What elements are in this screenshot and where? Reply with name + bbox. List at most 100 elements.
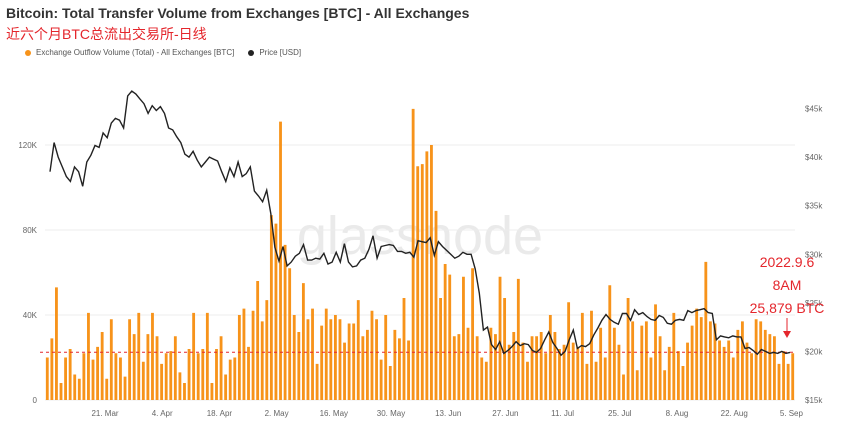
- y-right-tick-label: $15k: [805, 396, 823, 405]
- bar: [55, 287, 58, 400]
- bar: [535, 336, 539, 400]
- legend-item-outflow[interactable]: Exchange Outflow Volume (Total) - All Ex…: [25, 48, 234, 57]
- bar: [430, 145, 433, 400]
- y-left-tick-label: 80K: [23, 226, 38, 235]
- bar: [676, 351, 680, 400]
- bar: [599, 327, 603, 400]
- bar: [173, 336, 177, 400]
- bar: [763, 329, 767, 400]
- y-right-tick-label: $25k: [805, 299, 823, 308]
- bar: [612, 327, 616, 400]
- bar: [91, 359, 95, 400]
- bar: [708, 321, 712, 400]
- bar: [375, 319, 378, 400]
- chart-subtitle: 近六个月BTC总流出交易所-日线: [6, 26, 207, 42]
- bar: [224, 374, 228, 400]
- bar: [279, 121, 282, 400]
- bar: [530, 336, 534, 400]
- x-tick-label: 13. Jun: [435, 409, 461, 418]
- bar: [457, 334, 461, 400]
- bar: [256, 281, 260, 400]
- bar: [68, 349, 72, 400]
- bar: [269, 215, 273, 400]
- annotation-text: 8AM: [773, 277, 802, 293]
- bar: [695, 308, 699, 400]
- bar: [663, 370, 667, 400]
- bar: [338, 319, 342, 400]
- bar: [87, 312, 90, 400]
- bar: [109, 319, 113, 400]
- bar: [727, 340, 731, 400]
- bar: [548, 315, 552, 400]
- bar: [119, 357, 122, 400]
- bar: [151, 312, 154, 400]
- bar: [649, 357, 653, 400]
- bar: [544, 353, 548, 400]
- bar: [786, 363, 790, 400]
- x-tick-label: 30. May: [377, 409, 405, 418]
- bar: [416, 166, 420, 400]
- bar: [251, 310, 255, 400]
- bar: [160, 363, 164, 400]
- bar: [667, 346, 671, 400]
- x-tick-label: 5. Sep: [780, 409, 804, 418]
- bar: [731, 357, 735, 400]
- bar: [484, 361, 488, 400]
- bar: [237, 315, 241, 400]
- bar: [420, 164, 424, 400]
- bar: [297, 332, 301, 400]
- bar: [210, 383, 214, 400]
- bar: [77, 378, 81, 400]
- bar: [768, 334, 772, 400]
- bar: [59, 383, 63, 400]
- bar: [553, 332, 557, 400]
- bar: [567, 302, 571, 400]
- bar: [480, 357, 484, 400]
- bar: [466, 327, 470, 400]
- x-tick-label: 18. Apr: [207, 409, 233, 418]
- bar: [114, 353, 118, 400]
- bar: [164, 353, 168, 400]
- bar: [96, 346, 100, 400]
- bar: [73, 374, 77, 400]
- bar: [333, 315, 337, 400]
- bar: [452, 336, 456, 400]
- bar: [146, 334, 150, 400]
- bar: [274, 223, 278, 400]
- bar: [411, 108, 415, 400]
- bar: [352, 323, 356, 400]
- legend-item-price[interactable]: Price [USD]: [248, 48, 301, 57]
- bar: [361, 336, 365, 400]
- bar: [640, 325, 644, 400]
- legend-swatch-outflow: [25, 49, 31, 56]
- x-tick-label: 11. Jul: [551, 409, 574, 418]
- bar: [137, 312, 141, 400]
- bar: [777, 363, 781, 400]
- bar: [622, 374, 625, 400]
- bar: [562, 344, 566, 400]
- bar: [205, 312, 209, 400]
- bar: [759, 321, 763, 400]
- bar: [128, 319, 132, 400]
- bar: [329, 319, 333, 400]
- x-tick-label: 22. Aug: [721, 409, 748, 418]
- bar: [782, 351, 785, 400]
- bar: [672, 312, 676, 400]
- bar: [343, 342, 346, 400]
- legend-swatch-price: [248, 49, 255, 56]
- bar: [590, 310, 593, 400]
- bar: [132, 334, 136, 400]
- bar: [654, 304, 657, 400]
- bar: [713, 323, 717, 400]
- bar: [311, 308, 314, 400]
- annotation-text: 25,879 BTC: [750, 300, 825, 316]
- y-right-tick-label: $35k: [805, 202, 823, 211]
- bar: [219, 336, 223, 400]
- bar: [215, 349, 218, 400]
- bar: [183, 383, 186, 400]
- bar: [690, 325, 694, 400]
- bar: [471, 268, 475, 400]
- legend-label-price: Price [USD]: [259, 48, 302, 57]
- bar: [320, 325, 324, 400]
